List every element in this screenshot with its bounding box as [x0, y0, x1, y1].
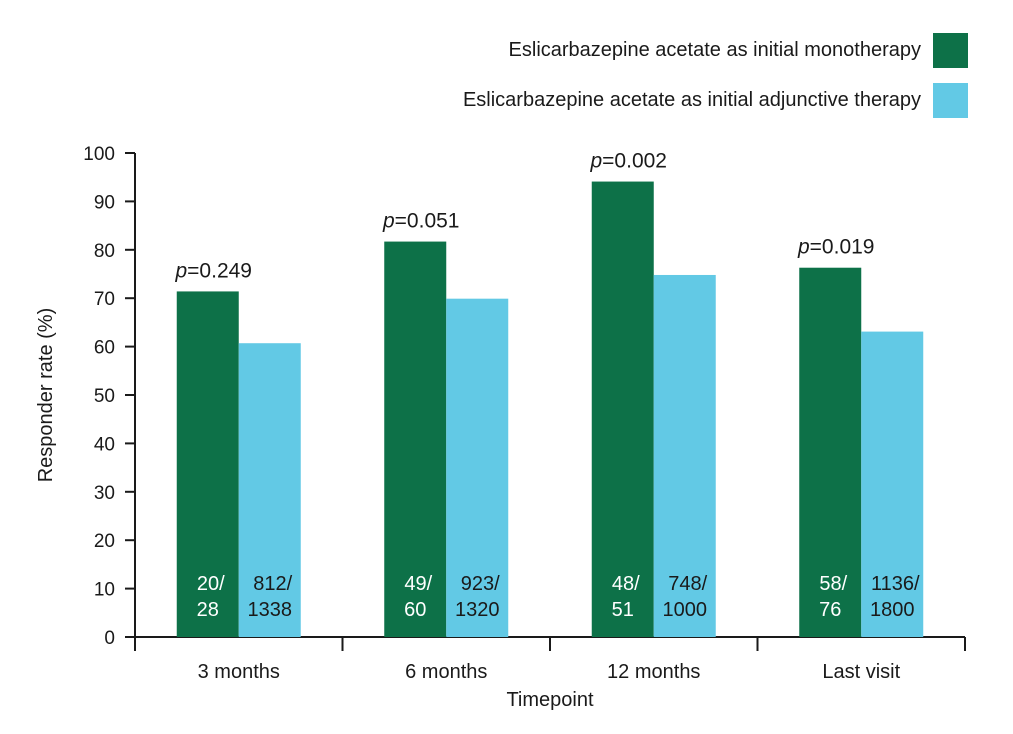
y-tick-label: 40 [94, 434, 115, 455]
bars [176, 181, 924, 637]
bar-count-label: 923/ [461, 573, 500, 595]
bar-monotherapy [591, 181, 654, 637]
p-value-label: p=0.249 [174, 259, 252, 282]
p-value-number: =0.249 [187, 259, 252, 282]
p-value-prefix: p [174, 259, 187, 282]
x-tick-label: 6 months [405, 661, 487, 683]
bar-count-label: 20/ [197, 573, 225, 595]
x-axis: 3 months 6 months 12 months Last visit [134, 636, 966, 683]
p-value-number: =0.019 [810, 236, 875, 259]
y-tick-label: 50 [94, 386, 115, 407]
y-tick-label: 90 [94, 192, 115, 213]
bar-count-label: 51 [612, 599, 634, 621]
bar-count-label: 28 [197, 599, 219, 621]
bar-count-label: 1000 [663, 599, 708, 621]
x-tick-label: 12 months [607, 661, 700, 683]
p-value-label: p=0.019 [797, 236, 875, 259]
bar-count-label: 1320 [455, 599, 500, 621]
legend: Eslicarbazepine acetate as initial monot… [463, 33, 968, 118]
p-value-prefix: p [382, 210, 395, 233]
y-tick-label: 30 [94, 483, 115, 504]
bar-count-label: 1800 [870, 599, 915, 621]
y-tick-label: 60 [94, 338, 115, 359]
p-value-label: p=0.051 [382, 210, 460, 233]
y-tick-label: 80 [94, 241, 115, 262]
y-axis-title: Responder rate (%) [35, 308, 57, 483]
p-value-number: =0.051 [395, 210, 460, 233]
y-tick-label: 100 [83, 144, 115, 165]
bar-count-label: 48/ [612, 573, 640, 595]
bar-count-label: 60 [404, 599, 426, 621]
bar-monotherapy [384, 241, 447, 637]
p-value-prefix: p [797, 236, 810, 259]
y-tick-label: 70 [94, 289, 115, 310]
bar-count-label: 76 [819, 599, 841, 621]
p-value-number: =0.002 [602, 150, 667, 173]
x-tick-label: Last visit [822, 661, 900, 683]
bar-count-label: 58/ [819, 573, 847, 595]
bar-monotherapy [799, 267, 862, 637]
p-value-label: p=0.002 [589, 150, 667, 173]
p-value-prefix: p [589, 150, 602, 173]
legend-swatch [933, 33, 968, 68]
y-axis: 0 10 20 30 40 50 60 70 80 90 100 [83, 144, 136, 649]
x-tick-label: 3 months [198, 661, 280, 683]
annotations: 20/28812/1338p=0.24949/60923/1320p=0.051… [174, 150, 919, 621]
y-tick-label: 10 [94, 580, 115, 601]
bar-count-label: 812/ [253, 573, 292, 595]
bar-adjunctive [861, 331, 924, 637]
y-tick-label: 0 [104, 628, 115, 649]
bar-adjunctive [653, 274, 716, 637]
y-tick-label: 20 [94, 531, 115, 552]
x-axis-title: Timepoint [506, 689, 594, 711]
bar-count-label: 1338 [248, 599, 293, 621]
bar-count-label: 1136/ [871, 573, 920, 595]
legend-label: Eslicarbazepine acetate as initial monot… [509, 39, 921, 61]
bar-count-label: 748/ [668, 573, 707, 595]
bar-monotherapy [176, 291, 239, 637]
legend-swatch [933, 83, 968, 118]
bar-count-label: 49/ [404, 573, 432, 595]
bar-adjunctive [238, 343, 301, 637]
legend-label: Eslicarbazepine acetate as initial adjun… [463, 89, 921, 111]
bar-adjunctive [446, 298, 509, 637]
